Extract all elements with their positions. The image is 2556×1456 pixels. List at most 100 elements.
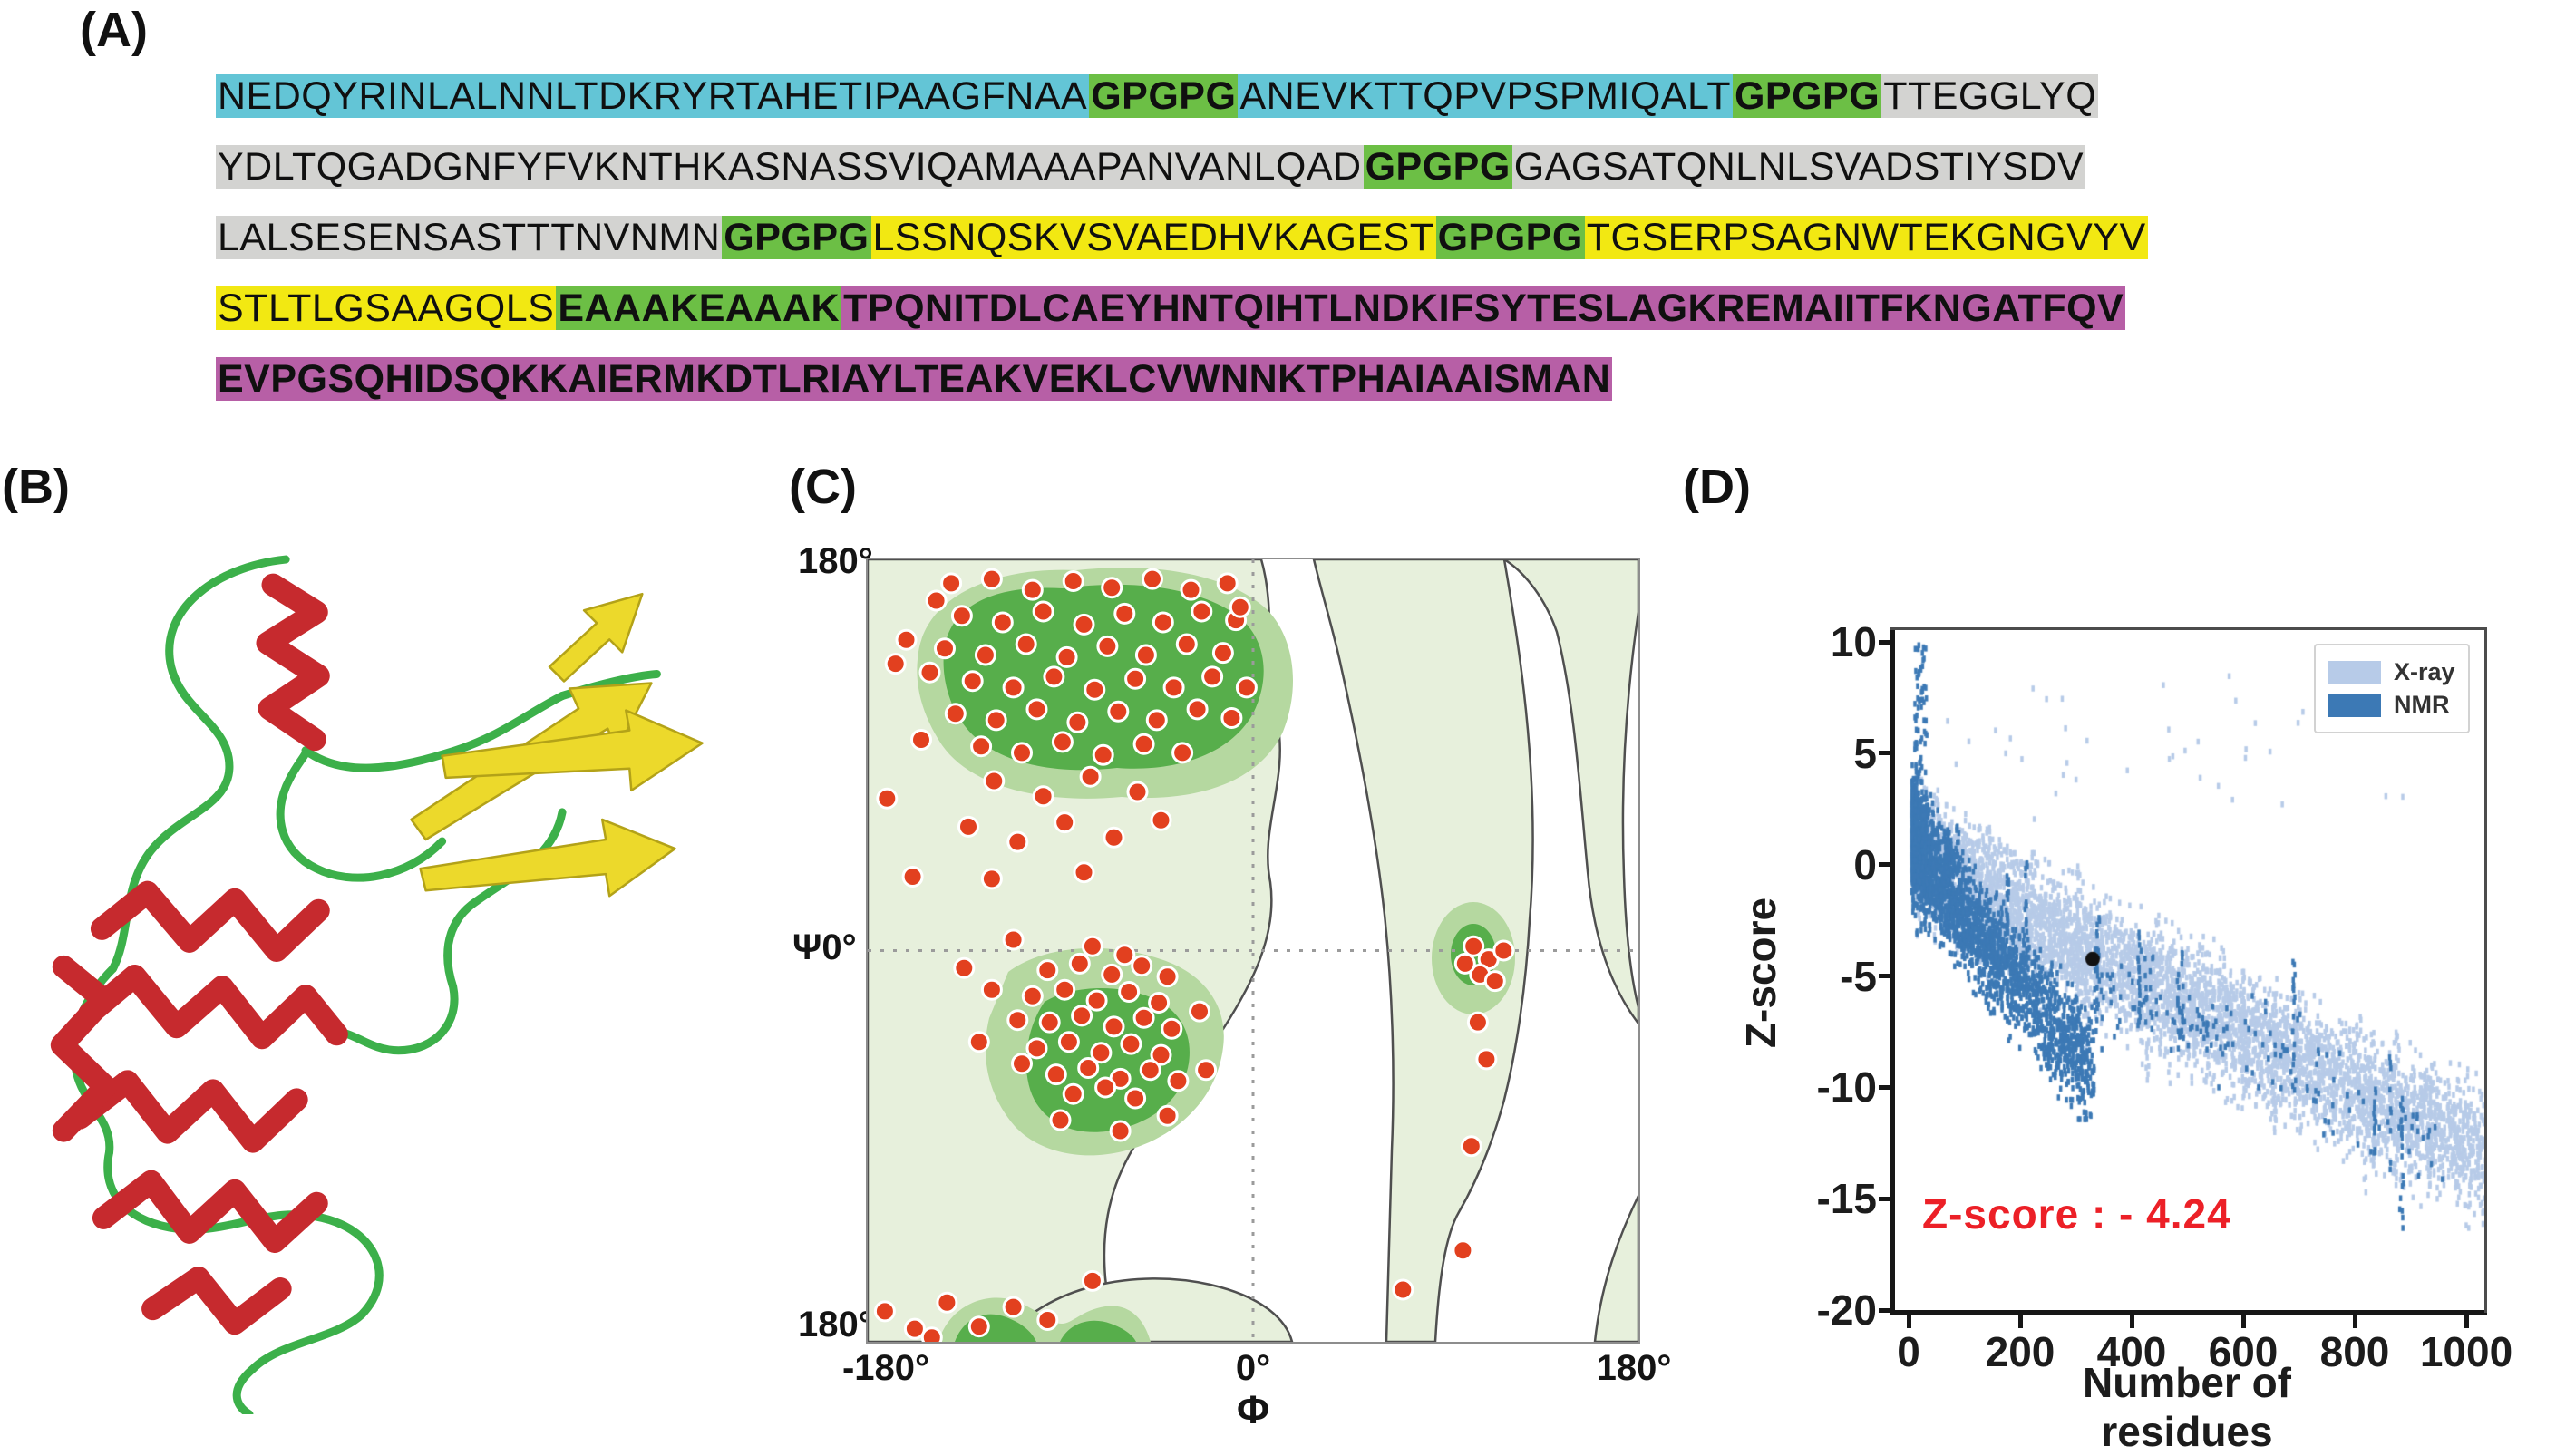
zscore-x-tick-mark [2352,1315,2357,1328]
sequence-segment-green: GPGPG [1363,145,1512,189]
residue-dot [1466,1011,1489,1034]
residue-dot [1062,1082,1084,1105]
sequence-segment-yellow: TGSERPSAGNWTEKGNGVYV [1584,216,2148,259]
residue-dot [1071,1005,1093,1027]
residue-dot [1002,1296,1025,1318]
residue-dot [1068,952,1091,975]
zscore-x-tick-label: 800 [2319,1328,2390,1375]
residue-dot [1211,642,1234,665]
residue-dot [950,605,973,627]
ram-plot-frame [866,558,1640,1344]
zscore-x-tick-mark [2464,1315,2469,1328]
ramachandran-plot: 180° Ψ0° 180° -180° 0° 180° Φ [792,530,1732,1432]
residue-dot [985,709,1007,732]
residue-dot [1096,635,1119,657]
residue-dot [925,589,948,612]
residue-dot [1032,785,1054,808]
zscore-y-tick-label: -10 [1816,1063,1877,1111]
residue-dot [1025,698,1048,721]
residue-dot [980,568,1003,590]
panel-d-label: (D) [1683,460,1751,514]
residue-dot [1132,733,1155,755]
residue-dot [991,611,1014,634]
residue-dot [1077,1057,1100,1079]
residue-dot [1092,743,1114,766]
residue-dot [876,787,899,810]
residue-dot [1235,676,1258,699]
panel-b-label: (B) [2,460,70,514]
residue-dot [1055,645,1078,668]
residue-dot [983,770,1006,792]
residue-dot [1066,711,1089,733]
residue-dot [1084,678,1106,701]
residue-dot [1120,1033,1142,1055]
residue-dot [1103,826,1125,849]
sequence-line: YDLTQGADGNFYFVKNTHKASNASSVIQAMAAAPANVANL… [216,134,2148,200]
zscore-y-tick-label: -15 [1816,1175,1877,1223]
residue-dot [1051,731,1074,753]
residue-dot [1021,985,1044,1007]
residue-dot [934,637,956,660]
residue-dot [895,628,918,651]
zscore-frame-top [1890,627,2487,630]
legend-row-xray: X-ray [2328,658,2455,686]
zscore-x-tick-label: 0 [1897,1328,1920,1375]
sequence-segment-green: GPGPG [1732,74,1882,118]
residue-dot [1156,1104,1179,1127]
residue-dot [1229,596,1251,618]
sequence-segment-gray: GAGSATQNLNLSVADSTIYSDV [1511,145,2086,189]
residue-dot [1453,952,1476,975]
residue-dot [980,868,1003,890]
residue-dot [1043,665,1065,688]
residue-dot [1150,1043,1172,1066]
ram-phi-axis-symbol: Φ [1236,1388,1270,1432]
zscore-x-tick-label: 200 [1985,1328,2055,1375]
residue-dot [1002,676,1025,699]
residue-dot [1101,577,1123,599]
residue-dot [1460,1135,1482,1158]
residue-dot [1483,970,1506,993]
sequence-segment-green: GPGPG [1435,216,1585,259]
residue-dot [1109,1120,1132,1142]
residue-dot [1216,572,1239,595]
residue-dot [1148,992,1171,1014]
residue-dot [980,978,1003,1001]
residue-dot [1054,811,1076,834]
residue-dot [903,1317,926,1340]
ram-x-axis-mid-label: 0° [1235,1348,1271,1388]
residue-dot [1156,966,1179,988]
sequence-line: EVPGSQHIDSQKKAIERMKDTLRIAYLTEAKVEKLCVWNN… [216,346,2148,413]
residue-dot [1015,633,1037,655]
beta-sheet-arrows [410,592,704,898]
residue-dot [1162,676,1185,699]
residue-dot [1038,1011,1061,1034]
residue-dot [970,735,993,758]
residue-dot [1079,765,1102,788]
residue-dot [1107,700,1130,723]
residue-dot [1134,644,1157,666]
ram-y-axis-bottom-label: 180° [798,1305,873,1344]
residue-dot [1090,1042,1113,1064]
sequence-line: NEDQYRINLALNNLTDKRYRTAHETIPAAGFNAAGPGPGA… [216,63,2148,130]
legend-row-nmr: NMR [2328,691,2455,719]
zscore-x-tick-mark [2129,1315,2134,1328]
residue-dot [1103,1015,1125,1038]
sequence-segment-yellow: LSSNQSKVSVAEDHVKAGEST [870,216,1436,259]
zscore-y-tick-mark [1879,639,1890,645]
sequence-segment-gray: LALSESENSASTTTNVNMN [216,216,723,259]
nmr-legend-swatch [2328,693,2381,717]
xray-legend-label: X-ray [2394,658,2455,685]
ram-x-axis-right-label: 180° [1596,1348,1672,1388]
residue-dot [1186,698,1209,721]
zscore-x-tick-mark [2017,1315,2023,1328]
zscore-x-tick-label: 600 [2208,1328,2279,1375]
residue-dot [1036,1309,1059,1331]
residue-dot [1006,1009,1029,1032]
residue-dot [1081,1269,1103,1292]
residue-dot [944,703,967,725]
residue-dot [1054,978,1076,1001]
residue-dot [1150,809,1172,831]
zscore-x-tick-mark [2240,1315,2246,1328]
residue-dot [920,1326,943,1342]
residue-dot [1475,1048,1498,1071]
